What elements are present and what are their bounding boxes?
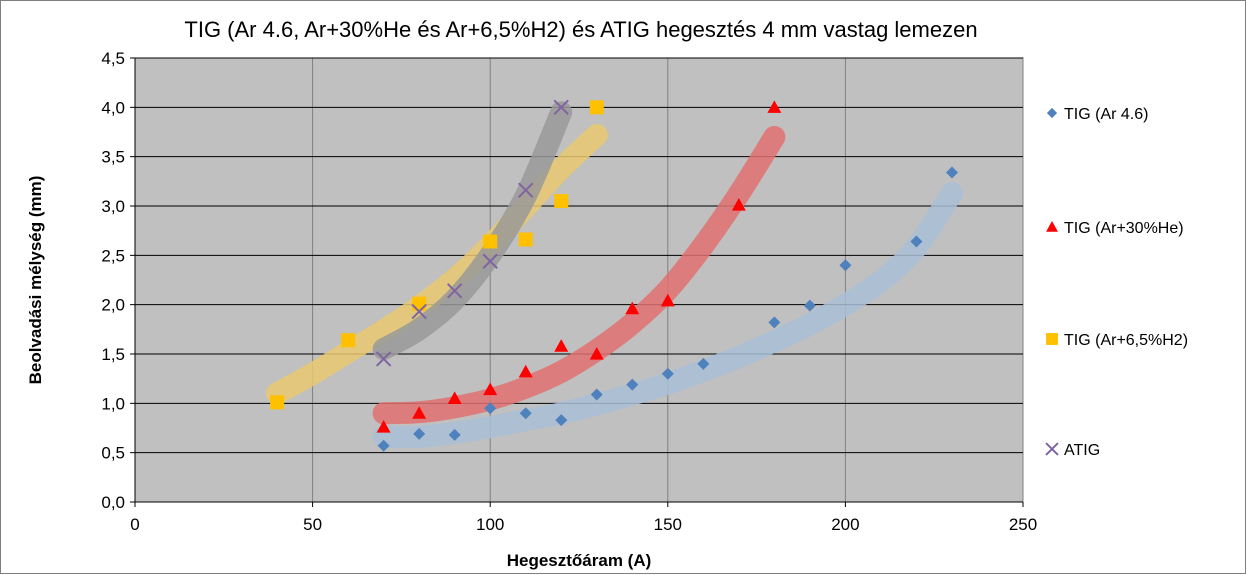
x-tick-label: 50	[303, 515, 322, 534]
axes: 0 50 100 150 200 250 0,0 0,5 1,0 1,5 2,0 2,5 3,0 3,5 4…	[26, 49, 1037, 570]
data-point	[411, 303, 427, 320]
legend-marker	[1045, 442, 1059, 456]
data-point	[553, 99, 569, 116]
legend-marker	[1046, 333, 1058, 345]
trend-line	[372, 101, 573, 361]
data-point	[484, 402, 497, 415]
x-marker-stroke	[375, 351, 392, 367]
data-point	[555, 414, 568, 427]
y-axis-title: Beolvadási mélység (mm)	[26, 176, 45, 385]
data-point	[448, 428, 461, 441]
data-point	[660, 293, 675, 307]
y-tick-label: 4,5	[101, 49, 125, 68]
x-marker-stroke	[553, 99, 569, 116]
legend-marker	[1046, 221, 1058, 232]
data-point	[519, 407, 532, 420]
data-point	[554, 194, 569, 209]
data-point	[626, 378, 639, 391]
data-point	[413, 427, 426, 440]
data-point	[518, 232, 533, 247]
x-axis-title: Hegesztőáram (A)	[507, 551, 652, 570]
trend-line	[372, 125, 786, 425]
y-tick-label: 3,5	[101, 148, 125, 167]
chart-title: TIG (Ar 4.6, Ar+30%He és Ar+6,5%H2) és A…	[184, 17, 978, 42]
data-point	[767, 100, 782, 113]
data-point	[910, 235, 923, 248]
y-tick-label: 2,5	[101, 246, 125, 265]
data-point	[377, 439, 390, 452]
legend-label: ATIG	[1064, 442, 1100, 459]
x-tick-label: 100	[476, 515, 504, 534]
x-marker-stroke	[482, 253, 498, 269]
data-point	[839, 259, 852, 272]
data-point	[731, 198, 746, 211]
data-points	[270, 99, 958, 452]
data-point	[446, 283, 463, 299]
x-tick-label: 0	[130, 515, 139, 534]
data-point	[412, 406, 427, 419]
y-tick-label: 1,0	[101, 394, 125, 413]
y-tick-label: 0,0	[101, 493, 125, 512]
data-point	[661, 367, 674, 380]
y-tick-label: 4,0	[101, 98, 125, 117]
data-point	[483, 382, 498, 396]
data-point	[589, 100, 604, 115]
data-point	[554, 339, 569, 352]
data-point	[768, 316, 781, 329]
data-point	[412, 296, 427, 311]
data-point	[945, 166, 958, 179]
y-tick-label: 0,5	[101, 444, 125, 463]
x-marker-stroke	[518, 182, 534, 198]
trend-line	[266, 123, 608, 405]
y-tick-label: 1,5	[101, 345, 125, 364]
x-marker-stroke	[1045, 442, 1059, 456]
data-point	[803, 299, 816, 312]
x-tick-label: 250	[1009, 515, 1037, 534]
y-tick-label: 3,0	[101, 197, 125, 216]
x-marker-stroke	[446, 283, 463, 299]
legend-label: TIG (Ar+6,5%H2)	[1064, 332, 1188, 349]
data-point	[589, 347, 604, 360]
data-point	[518, 364, 533, 378]
data-point	[590, 388, 603, 401]
legend-marker	[1046, 107, 1058, 119]
data-point	[376, 420, 391, 433]
data-point	[697, 357, 710, 370]
data-point	[341, 333, 356, 348]
data-point	[625, 301, 640, 315]
legend: TIG (Ar 4.6) TIG (Ar+30%He) TIG (Ar+6,5%H2…	[1045, 106, 1188, 459]
trend-lines	[266, 101, 963, 449]
data-point	[270, 395, 285, 410]
trend-line	[372, 182, 963, 449]
legend-label: TIG (Ar+30%He)	[1064, 220, 1184, 237]
legend-label: TIG (Ar 4.6)	[1064, 106, 1148, 123]
data-point	[483, 234, 498, 249]
x-marker-stroke	[411, 303, 427, 320]
data-point	[518, 182, 534, 198]
data-point	[375, 351, 392, 367]
y-tick-label: 2,0	[101, 296, 125, 315]
x-tick-label: 150	[654, 515, 682, 534]
x-tick-label: 200	[831, 515, 859, 534]
data-point	[447, 391, 462, 404]
data-point	[482, 253, 498, 269]
